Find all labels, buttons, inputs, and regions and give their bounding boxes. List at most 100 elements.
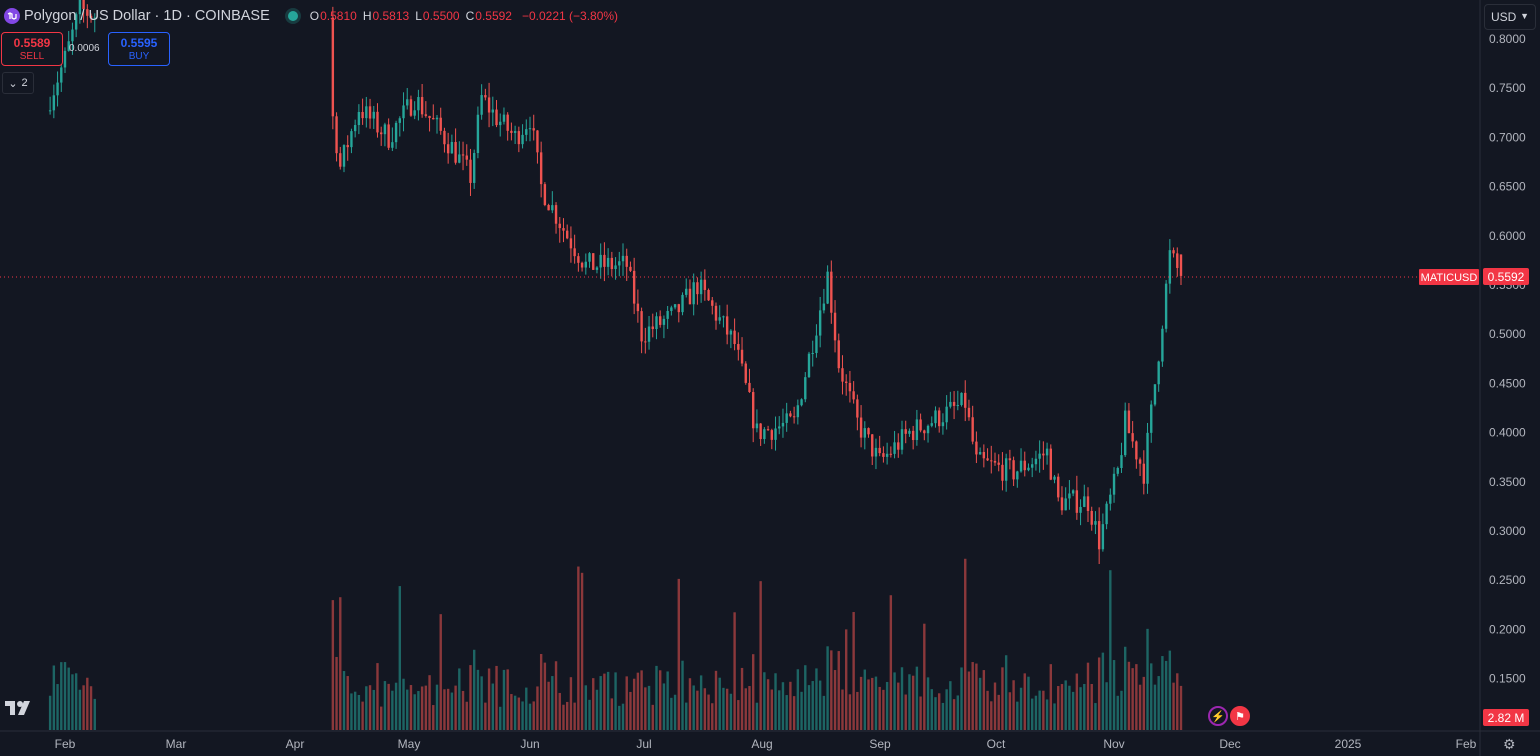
candle bbox=[435, 114, 439, 134]
volume-bar bbox=[852, 612, 855, 730]
candle bbox=[655, 312, 658, 340]
volume-bar bbox=[763, 672, 766, 730]
volume-bar bbox=[673, 694, 677, 730]
candle bbox=[1049, 444, 1052, 481]
lightning-event-icon[interactable]: ⚡ bbox=[1208, 706, 1228, 726]
volume-bar bbox=[380, 706, 383, 730]
volume-bar bbox=[63, 662, 67, 730]
candle bbox=[889, 446, 893, 458]
candle bbox=[1168, 239, 1172, 294]
candle bbox=[993, 452, 997, 466]
volume-bar bbox=[830, 650, 833, 730]
candle bbox=[1012, 456, 1015, 486]
volume-bar bbox=[893, 672, 896, 730]
volume-bar bbox=[473, 649, 476, 730]
volume-bar bbox=[1135, 664, 1138, 730]
symbol-title[interactable]: Polygon / US Dollar · 1D · COINBASE bbox=[24, 8, 270, 24]
candle bbox=[614, 257, 617, 280]
candle bbox=[945, 395, 948, 430]
candle bbox=[863, 421, 866, 450]
candle bbox=[610, 251, 614, 277]
candle bbox=[681, 292, 684, 316]
candle bbox=[1019, 448, 1023, 473]
candle bbox=[606, 248, 610, 276]
volume-bar bbox=[1164, 660, 1168, 730]
volume-bar bbox=[878, 686, 881, 730]
candle bbox=[647, 315, 651, 350]
time-scale[interactable]: Feb Mar Apr May Jun Jul Aug Sep Oct Nov Dec 2025 Feb bbox=[55, 737, 1477, 751]
candle bbox=[502, 107, 506, 125]
candle bbox=[640, 307, 643, 354]
sell-label: SELL bbox=[19, 50, 45, 62]
candle bbox=[923, 429, 926, 441]
volume-bar bbox=[420, 686, 424, 730]
volume-bar bbox=[915, 666, 919, 730]
volume-bar bbox=[1064, 680, 1067, 730]
volume-bar bbox=[361, 701, 364, 730]
candle bbox=[1120, 442, 1123, 473]
candle bbox=[554, 202, 558, 234]
volume-bar bbox=[666, 671, 669, 730]
currency-select[interactable]: USD ▼ bbox=[1484, 4, 1536, 30]
volume-bar bbox=[435, 684, 439, 730]
candle bbox=[867, 427, 870, 438]
candle bbox=[807, 351, 811, 378]
volume-bar bbox=[792, 696, 796, 730]
symbol-label: MATICUSD bbox=[1421, 272, 1478, 284]
candle bbox=[1001, 452, 1004, 491]
candle bbox=[774, 416, 777, 451]
volume-bar bbox=[82, 685, 85, 730]
us-flag-event-icon[interactable]: ⚑ bbox=[1230, 706, 1250, 726]
volume-bar bbox=[859, 676, 863, 730]
market-status-icon[interactable] bbox=[287, 11, 298, 21]
candle bbox=[725, 304, 729, 345]
candle bbox=[394, 120, 398, 149]
candle bbox=[402, 92, 405, 132]
candle bbox=[551, 191, 554, 214]
candle bbox=[599, 243, 602, 279]
candle bbox=[480, 84, 483, 120]
volume-bar bbox=[1083, 683, 1086, 730]
volume-bar bbox=[1101, 652, 1105, 730]
indicators-toggle-button[interactable]: ⌄ 2 bbox=[2, 72, 34, 94]
buy-button[interactable]: 0.5595 BUY bbox=[108, 32, 170, 66]
volume-bar bbox=[1008, 692, 1012, 730]
candle bbox=[618, 251, 621, 277]
tradingview-logo-icon[interactable] bbox=[4, 698, 38, 718]
volume-bar bbox=[662, 683, 666, 730]
settings-icon[interactable]: ⚙ bbox=[1503, 736, 1516, 752]
candle bbox=[424, 101, 428, 118]
candle bbox=[365, 96, 368, 128]
candle bbox=[636, 289, 640, 323]
volume-bar bbox=[56, 684, 59, 730]
candle bbox=[1068, 480, 1071, 510]
candle bbox=[964, 380, 967, 422]
candle bbox=[89, 13, 93, 23]
candle bbox=[48, 96, 52, 115]
candle bbox=[990, 445, 993, 474]
volume-bar bbox=[413, 694, 416, 730]
candle bbox=[699, 271, 703, 303]
volume-bar bbox=[1053, 703, 1056, 730]
candle bbox=[659, 310, 662, 328]
volume-bar bbox=[651, 704, 654, 730]
candle bbox=[714, 302, 718, 330]
volume-bar bbox=[755, 702, 759, 730]
volume-bar bbox=[815, 668, 818, 730]
candle bbox=[703, 269, 707, 301]
volume-bar bbox=[506, 669, 509, 730]
candle bbox=[584, 253, 587, 275]
candle bbox=[331, 6, 335, 130]
time-tick-label: Nov bbox=[1103, 737, 1124, 751]
candle bbox=[1127, 403, 1131, 434]
volume-bar bbox=[603, 673, 606, 730]
time-tick-label: Apr bbox=[286, 737, 305, 751]
candle bbox=[446, 132, 450, 164]
candle bbox=[759, 423, 762, 446]
candle bbox=[632, 257, 636, 315]
candle bbox=[792, 406, 796, 424]
candle bbox=[733, 318, 736, 351]
sell-button[interactable]: 0.5589 SELL bbox=[1, 32, 63, 66]
price-scale[interactable]: 0.80000.75000.70000.65000.60000.55000.50… bbox=[1489, 32, 1526, 686]
